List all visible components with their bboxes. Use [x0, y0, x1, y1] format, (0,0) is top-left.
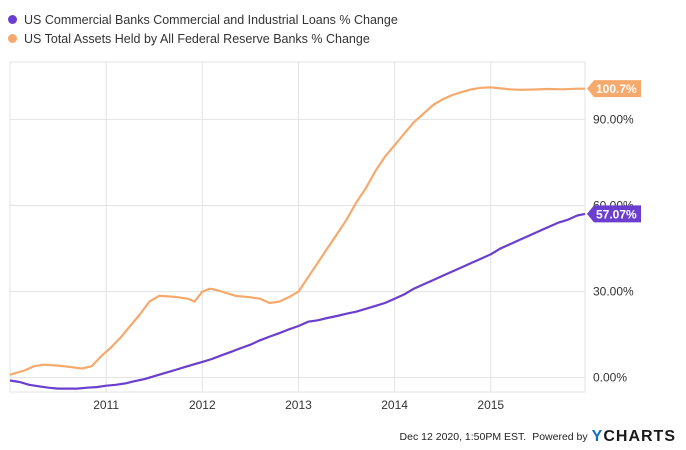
legend-label-ci-loans: US Commercial Banks Commercial and Indus…: [24, 12, 398, 27]
legend-item-ci-loans[interactable]: US Commercial Banks Commercial and Indus…: [8, 10, 398, 29]
footer-powered-by: Powered by: [532, 431, 588, 443]
end-label-0: 100.7%: [587, 80, 641, 98]
footer-timestamp: Dec 12 2020, 1:50PM EST.: [399, 431, 527, 443]
x-tick-label: 2012: [189, 398, 216, 412]
end-label-1: 57.07%: [587, 205, 641, 223]
y-tick-label: 30.00%: [593, 285, 634, 299]
plot-area: [9, 61, 586, 393]
series-line-1[interactable]: [9, 212, 586, 390]
end-label-badge: [587, 205, 641, 223]
end-label-value: 57.07%: [596, 207, 637, 221]
y-tick-label: 90.00%: [593, 112, 634, 126]
x-tick-label: 2011: [93, 398, 119, 412]
legend-dot-ci-loans: [8, 15, 17, 24]
end-labels: 100.7% 57.07%: [587, 80, 641, 223]
y-tick-label: 0.00%: [593, 371, 627, 385]
x-tick-label: 2014: [381, 398, 408, 412]
ycharts-logo[interactable]: YCHARTS: [592, 428, 676, 446]
x-axis-ticks: 2011 2012 2013 2014 2015: [93, 398, 504, 412]
grid: [9, 61, 586, 393]
end-label-value: 100.7%: [596, 82, 637, 96]
legend-label-fed-assets: US Total Assets Held by All Federal Rese…: [24, 31, 370, 46]
ycharts-logo-text: CHARTS: [603, 428, 676, 445]
series-lines: [9, 86, 586, 390]
end-label-badge: [587, 80, 641, 98]
legend: US Commercial Banks Commercial and Indus…: [8, 10, 398, 48]
chart-footer: Dec 12 2020, 1:50PM EST. Powered by YCHA…: [400, 428, 676, 446]
legend-item-fed-assets[interactable]: US Total Assets Held by All Federal Rese…: [8, 29, 398, 48]
legend-dot-fed-assets: [8, 34, 17, 43]
x-tick-label: 2015: [477, 398, 504, 412]
series-line-0[interactable]: [9, 86, 585, 376]
x-tick-label: 2013: [285, 398, 312, 412]
y-axis-ticks: 0.00%30.00%60.00%90.00%: [593, 112, 634, 384]
ycharts-logo-y: Y: [591, 428, 604, 445]
